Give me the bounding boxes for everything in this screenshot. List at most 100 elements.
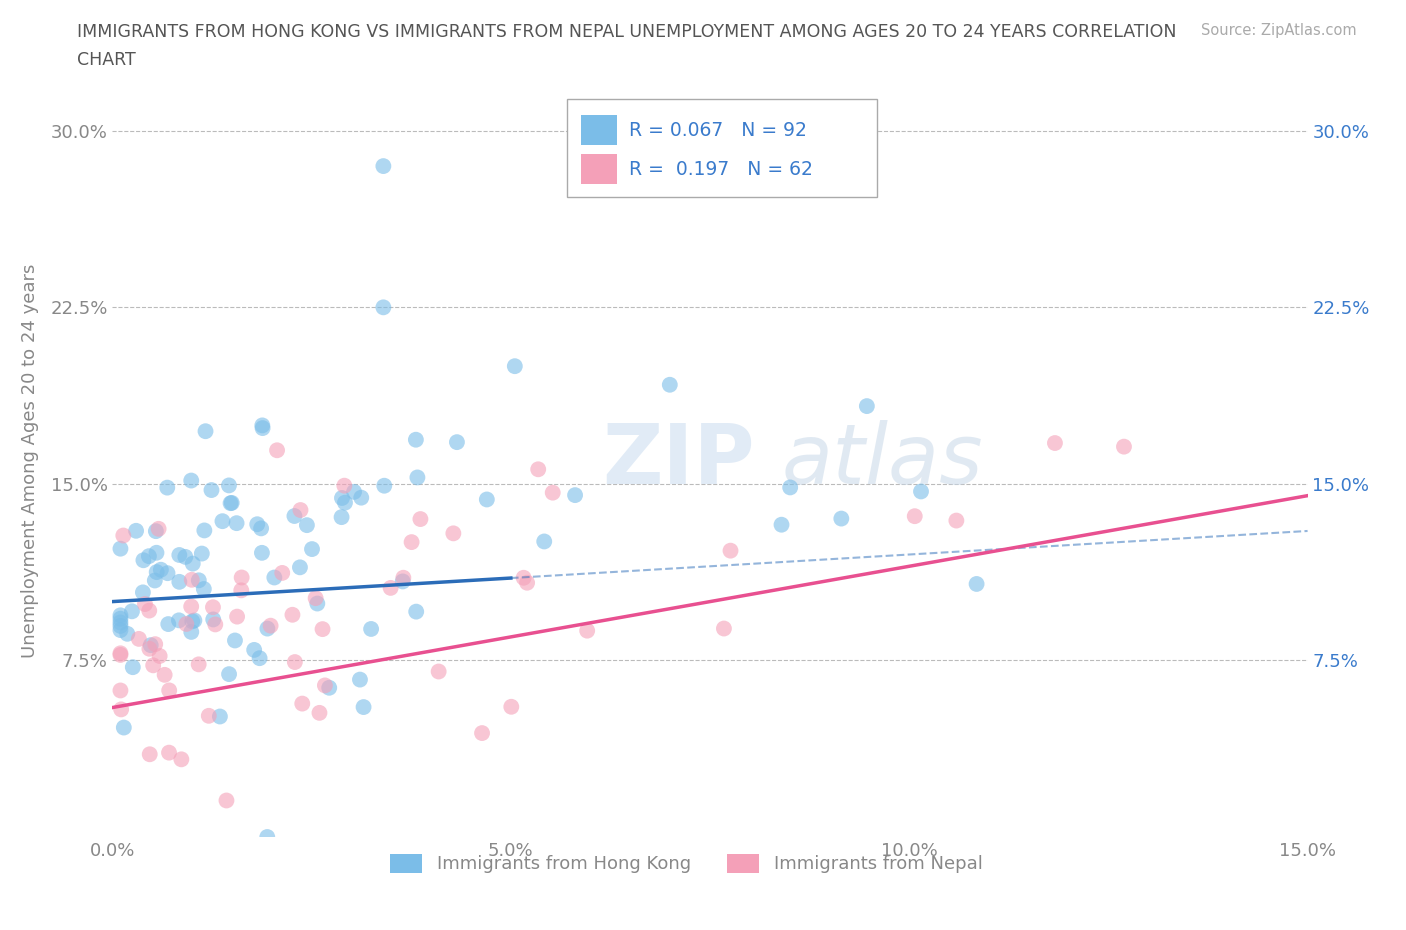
Point xyxy=(301,541,323,556)
Point xyxy=(360,621,382,636)
Point xyxy=(193,523,215,538)
Point xyxy=(121,604,143,618)
Point xyxy=(138,642,160,657)
Point xyxy=(226,609,249,624)
Point xyxy=(283,509,305,524)
Point xyxy=(170,751,193,766)
Point xyxy=(145,545,167,560)
Point xyxy=(110,541,132,556)
Point xyxy=(156,480,179,495)
Point xyxy=(110,702,132,717)
Point xyxy=(314,678,336,693)
Point xyxy=(779,480,801,495)
Point xyxy=(157,683,180,698)
Point xyxy=(219,496,242,511)
Point xyxy=(350,490,373,505)
Point xyxy=(441,525,464,540)
Point xyxy=(110,618,132,633)
Point xyxy=(110,623,132,638)
Point xyxy=(252,420,274,435)
FancyBboxPatch shape xyxy=(567,99,877,197)
Point xyxy=(145,524,167,538)
Point xyxy=(259,618,281,633)
Point xyxy=(110,615,132,630)
Point xyxy=(373,478,395,493)
Point xyxy=(658,378,681,392)
Point xyxy=(180,599,202,614)
Point xyxy=(770,517,793,532)
Point xyxy=(249,651,271,666)
Point xyxy=(215,793,238,808)
Point xyxy=(180,473,202,488)
Point xyxy=(180,572,202,587)
Point xyxy=(533,534,555,549)
Point xyxy=(333,478,356,493)
Point xyxy=(202,612,225,627)
Point xyxy=(564,487,586,502)
Point xyxy=(405,604,427,619)
Point xyxy=(110,683,132,698)
Point xyxy=(128,631,150,646)
Point xyxy=(904,509,927,524)
Point xyxy=(392,570,415,585)
Point xyxy=(138,604,160,618)
Point xyxy=(143,573,166,588)
Point xyxy=(157,745,180,760)
Point xyxy=(110,611,132,626)
Bar xyxy=(581,115,617,145)
Point xyxy=(966,577,988,591)
Point xyxy=(349,672,371,687)
Point xyxy=(211,513,233,528)
Point xyxy=(409,512,432,526)
Point xyxy=(156,565,179,580)
Point xyxy=(149,648,172,663)
Point xyxy=(125,524,148,538)
Point xyxy=(284,655,307,670)
Point xyxy=(193,581,215,596)
Point xyxy=(427,664,450,679)
Point xyxy=(256,830,278,844)
Point xyxy=(148,522,170,537)
Point xyxy=(311,621,333,636)
Point xyxy=(139,638,162,653)
Point xyxy=(281,607,304,622)
Point xyxy=(308,706,330,721)
Point xyxy=(512,570,534,585)
Point xyxy=(134,596,156,611)
Point xyxy=(330,510,353,525)
Point xyxy=(149,563,172,578)
Text: R = 0.067   N = 92: R = 0.067 N = 92 xyxy=(628,121,807,140)
Point xyxy=(204,617,226,631)
Legend: Immigrants from Hong Kong, Immigrants from Nepal: Immigrants from Hong Kong, Immigrants fr… xyxy=(382,846,990,881)
Point xyxy=(291,697,314,711)
Point xyxy=(263,570,285,585)
Point xyxy=(391,574,413,589)
Point xyxy=(153,668,176,683)
Point xyxy=(945,513,967,528)
Point xyxy=(231,583,253,598)
Point xyxy=(910,484,932,498)
Point xyxy=(110,608,132,623)
Text: CHART: CHART xyxy=(77,51,136,69)
Point xyxy=(112,720,135,735)
Point xyxy=(503,359,526,374)
Text: ZIP: ZIP xyxy=(603,419,755,501)
Point xyxy=(121,659,143,674)
Point xyxy=(475,492,498,507)
Point xyxy=(225,516,247,531)
Point xyxy=(343,485,366,499)
Point xyxy=(194,424,217,439)
Point xyxy=(110,647,132,662)
Bar xyxy=(581,154,617,184)
Point xyxy=(145,565,167,579)
Point xyxy=(330,490,353,505)
Point xyxy=(318,681,340,696)
Point xyxy=(471,725,494,740)
Point xyxy=(380,580,402,595)
Point xyxy=(218,667,240,682)
Point xyxy=(112,528,135,543)
Point xyxy=(373,159,395,174)
Point xyxy=(181,556,204,571)
Point xyxy=(856,399,879,414)
Text: IMMIGRANTS FROM HONG KONG VS IMMIGRANTS FROM NEPAL UNEMPLOYMENT AMONG AGES 20 TO: IMMIGRANTS FROM HONG KONG VS IMMIGRANTS … xyxy=(77,23,1177,41)
